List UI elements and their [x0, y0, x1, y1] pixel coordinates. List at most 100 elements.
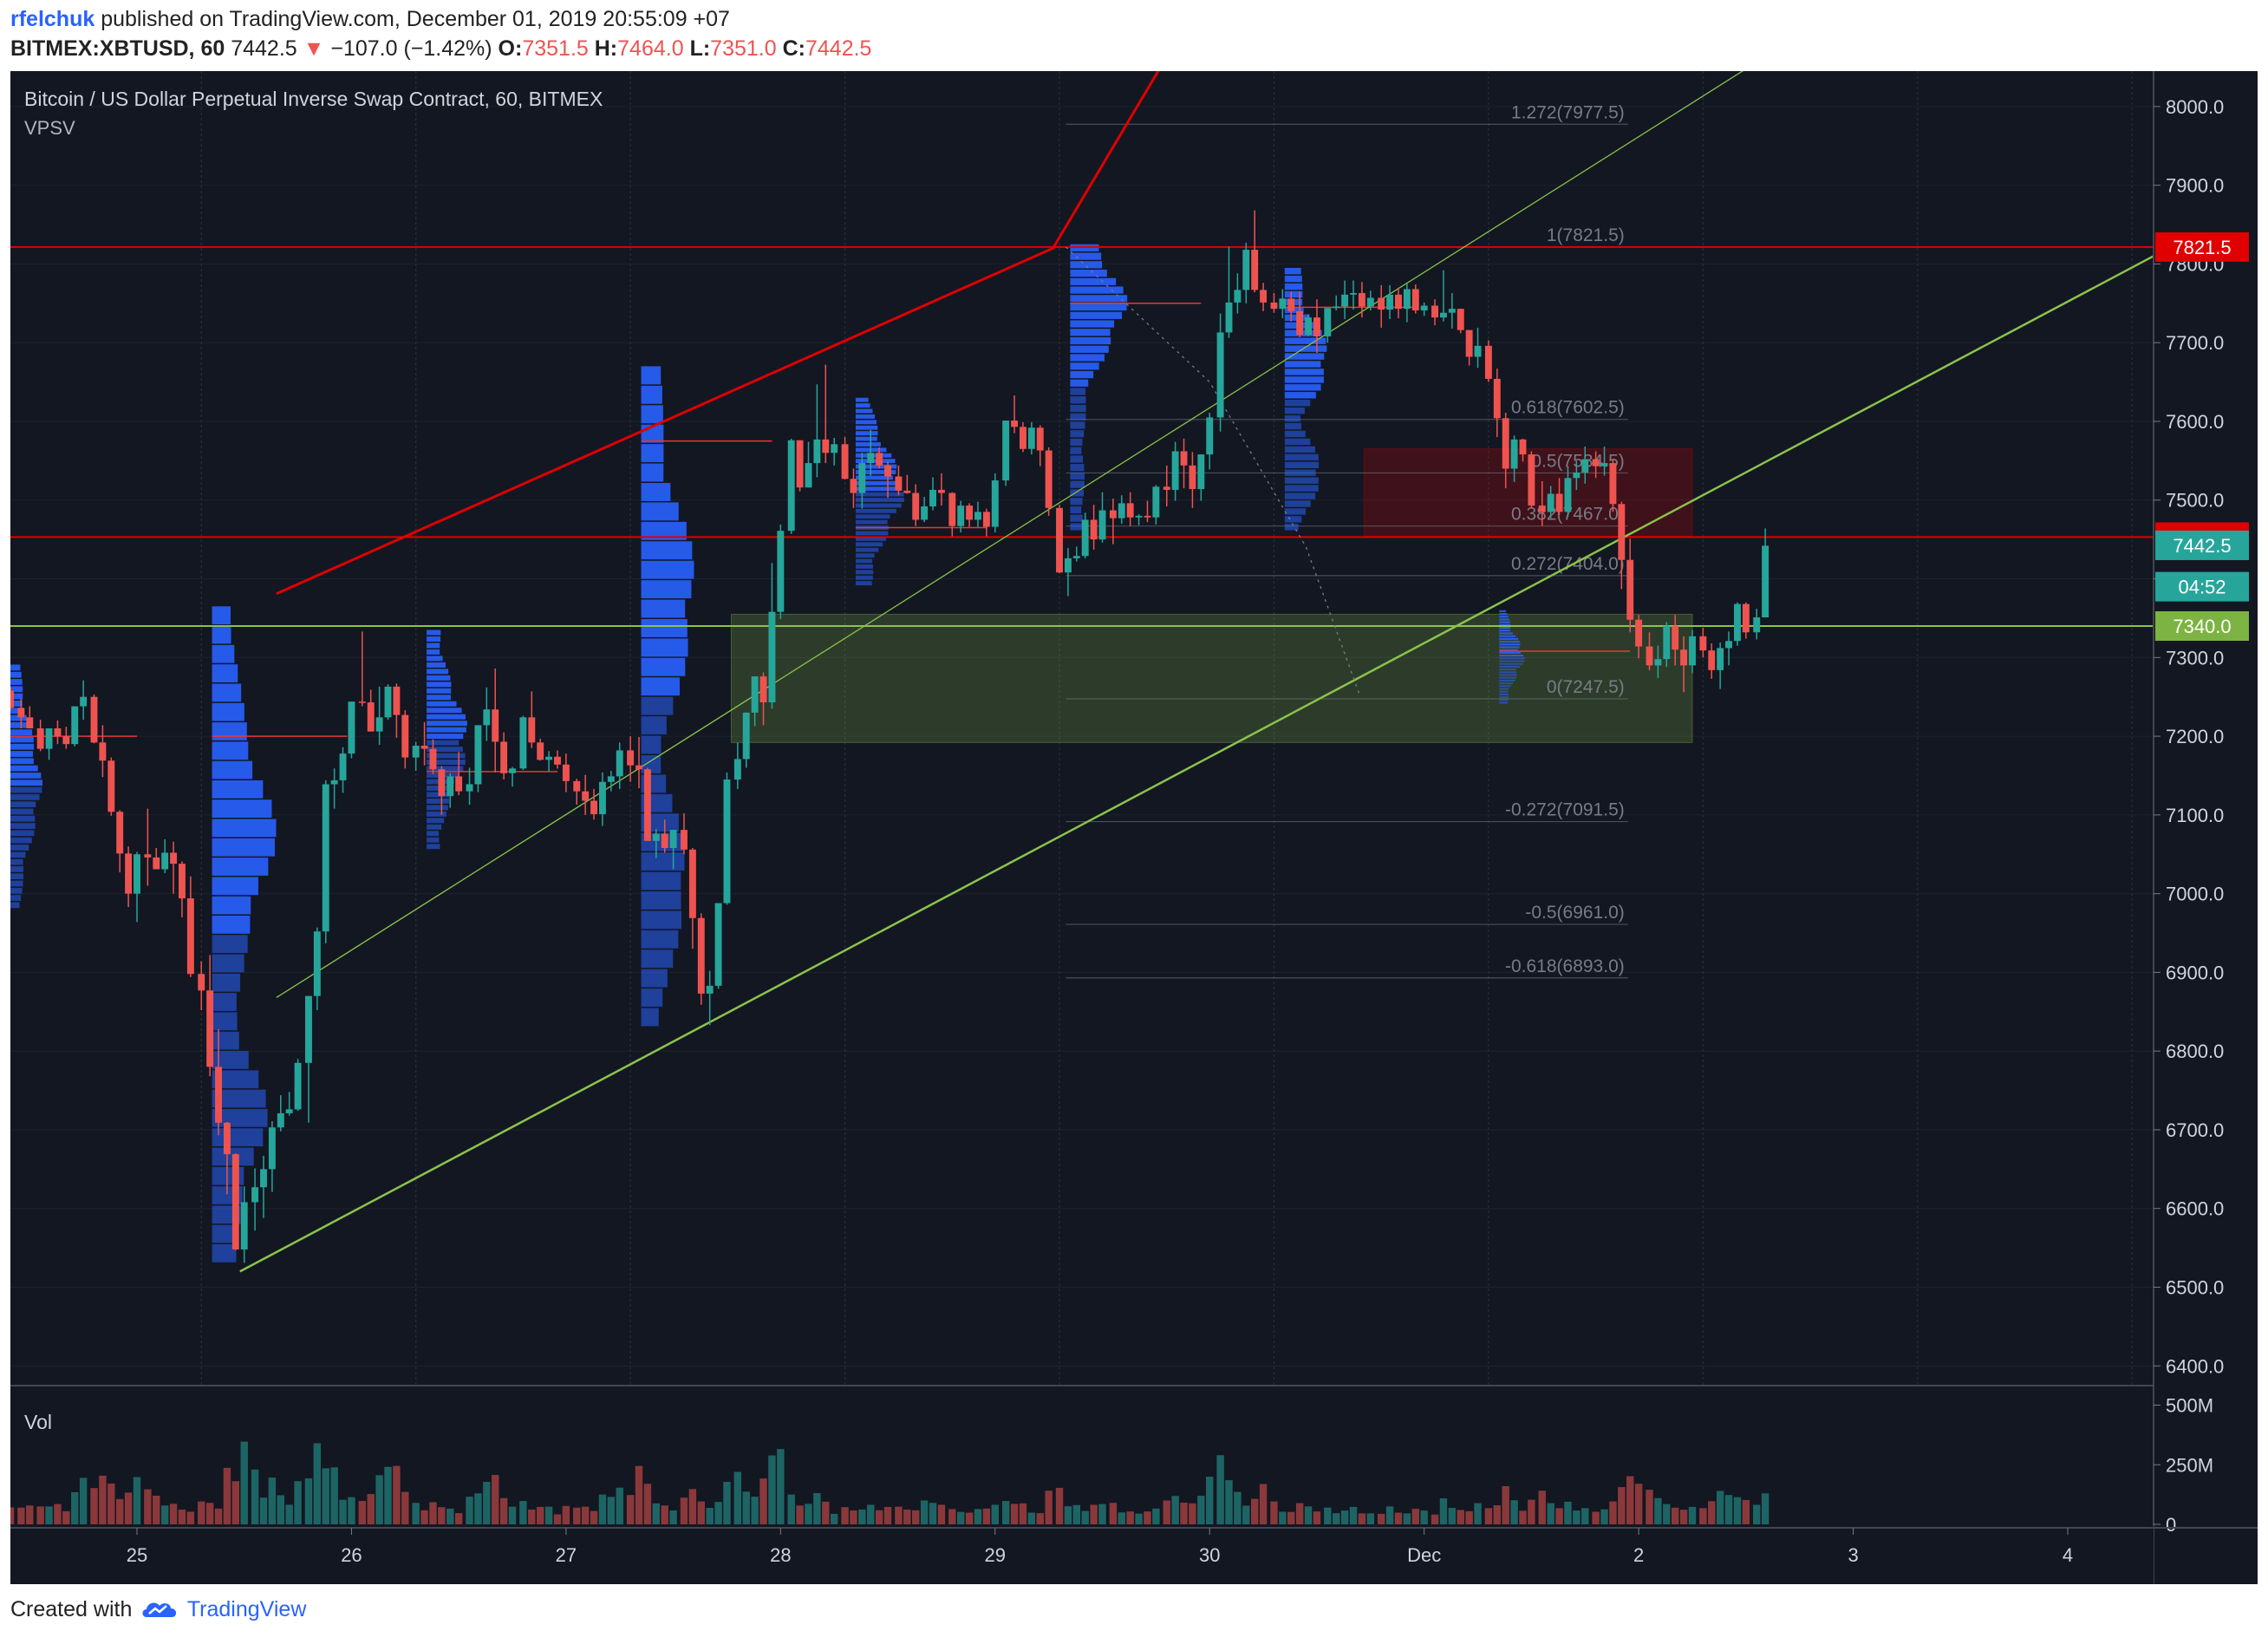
candle — [322, 780, 329, 943]
profile-row — [641, 657, 686, 676]
candle — [186, 876, 194, 977]
candle-body — [367, 702, 375, 732]
profile-row — [212, 1089, 266, 1108]
profile-row — [212, 915, 251, 934]
candle-body — [742, 712, 750, 760]
candle-body — [260, 1169, 267, 1188]
author-link[interactable]: rfelchuk — [10, 7, 95, 31]
candle — [554, 750, 561, 769]
volume-bar — [54, 1504, 62, 1524]
candle — [582, 774, 590, 815]
profile-row — [641, 482, 671, 501]
profile-row — [1284, 376, 1324, 383]
profile-row — [10, 873, 24, 880]
profile-row — [1070, 514, 1083, 522]
volume-bar — [573, 1507, 581, 1524]
candle — [1109, 498, 1117, 545]
volume-bar — [1671, 1507, 1679, 1524]
profile-row — [1284, 469, 1316, 476]
volume-bar — [1609, 1501, 1617, 1524]
profile-row — [641, 910, 682, 930]
candle-body — [697, 917, 705, 994]
candle — [1395, 287, 1402, 319]
candle-body — [1171, 451, 1179, 490]
candle-body — [1358, 292, 1365, 307]
candle — [929, 477, 936, 511]
volume-bar — [153, 1496, 160, 1524]
profile-row — [1284, 267, 1301, 275]
candle-body — [313, 931, 321, 996]
volume-bar — [1733, 1497, 1742, 1524]
candle-body — [71, 706, 79, 745]
price-tag-text: 7340.0 — [2173, 616, 2231, 637]
candle-body — [1646, 646, 1653, 666]
candle — [438, 766, 446, 815]
price-tick-label: 7100.0 — [2166, 805, 2224, 826]
candle — [884, 461, 892, 499]
candle — [393, 683, 401, 738]
candle-body — [1287, 298, 1295, 311]
candle-body — [45, 728, 53, 749]
volume-bar — [90, 1488, 98, 1524]
profile-row — [855, 425, 878, 430]
candle-body — [1045, 450, 1053, 508]
candle-body — [627, 750, 635, 766]
candle-body — [1753, 617, 1761, 633]
volume-bar — [1394, 1512, 1403, 1524]
profile-row — [1499, 676, 1517, 679]
volume-bar — [1547, 1503, 1554, 1524]
candle — [545, 751, 553, 772]
profile-row — [1499, 621, 1510, 623]
profile-row — [855, 542, 883, 547]
profile-row — [855, 414, 876, 419]
profile-row — [427, 734, 464, 740]
volume-label: Vol — [24, 1411, 52, 1433]
candle-body — [1189, 465, 1196, 490]
candle-body — [17, 708, 25, 718]
candle-body — [1600, 463, 1608, 466]
candle-body — [1135, 515, 1143, 518]
candle-body — [474, 725, 482, 785]
profile-row — [212, 1051, 249, 1069]
profile-row — [1070, 303, 1127, 311]
profile-row — [1070, 489, 1085, 497]
profile-row — [427, 688, 452, 694]
candle-body — [1411, 289, 1419, 310]
candle — [966, 503, 974, 527]
candle — [912, 484, 920, 526]
volume-bar — [375, 1475, 383, 1524]
candle — [1197, 454, 1205, 501]
volume-bar — [562, 1505, 570, 1524]
profile-row — [1284, 392, 1316, 399]
candle — [277, 1095, 284, 1132]
candle — [723, 772, 731, 905]
volume-bar — [79, 1478, 88, 1524]
price-tick-label: 7700.0 — [2166, 332, 2224, 354]
volume-bar — [723, 1482, 731, 1524]
volume-bar — [1377, 1513, 1385, 1524]
volume-bar — [1036, 1513, 1044, 1524]
footer: Created with TradingView — [10, 1597, 531, 1632]
candle-body — [1465, 329, 1473, 357]
profile-row — [212, 858, 269, 876]
candle — [1762, 528, 1769, 618]
candle-body — [661, 833, 668, 848]
volume-bar — [1484, 1508, 1493, 1524]
candle — [251, 1168, 259, 1231]
candle-body — [348, 701, 355, 754]
tradingview-brand[interactable]: TradingView — [186, 1597, 307, 1621]
price-tick-label: 7300.0 — [2166, 647, 2224, 669]
price-change: −107.0 (−1.42%) — [330, 36, 492, 61]
volume-bar — [1225, 1480, 1233, 1524]
candle-body — [285, 1109, 293, 1113]
zones — [730, 448, 1693, 743]
profile-row — [212, 993, 237, 1011]
profile-row — [427, 649, 440, 655]
volume-bar — [474, 1493, 482, 1524]
volume-bar — [1189, 1503, 1196, 1524]
candle-body — [1717, 648, 1724, 670]
candle-body — [1439, 312, 1447, 318]
volume-bar — [1716, 1491, 1724, 1524]
price-chart[interactable]: 1.272(7977.5)1(7821.5)0.618(7602.5)0.5(7… — [10, 71, 2258, 1584]
volume-bar — [108, 1483, 115, 1524]
